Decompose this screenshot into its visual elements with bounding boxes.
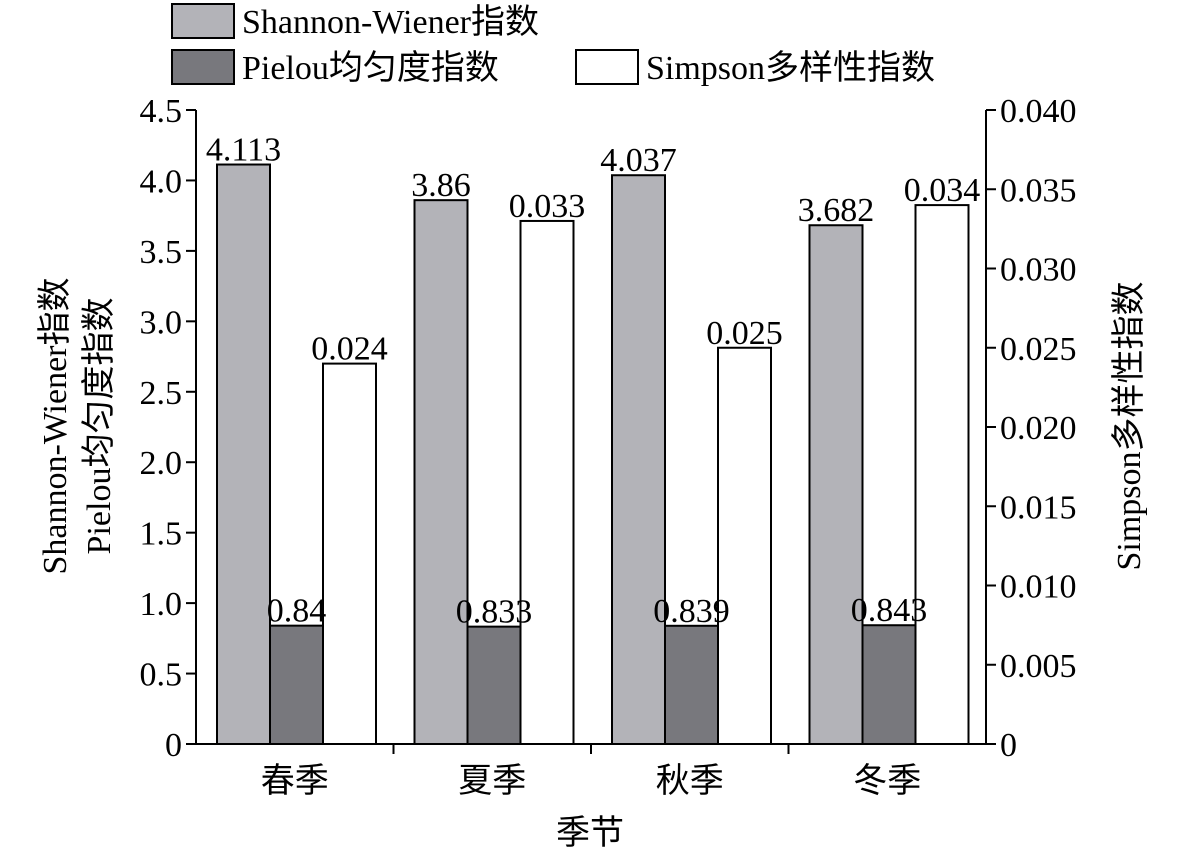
x-tick-label: 春季 bbox=[261, 762, 329, 800]
bar-pielou-1 bbox=[466, 625, 522, 745]
left-tick-label: 1.0 bbox=[140, 586, 183, 623]
bar-shannon-3 bbox=[808, 224, 864, 745]
data-label: 3.86 bbox=[411, 167, 471, 204]
bar-simpson-1 bbox=[519, 219, 575, 745]
left-y-axis-title-line-2: Pielou均匀度指数 bbox=[80, 298, 118, 555]
data-label: 0.024 bbox=[311, 331, 388, 368]
right-tick-label: 0.030 bbox=[1000, 252, 1077, 289]
left-tick-label: 1.5 bbox=[140, 516, 183, 553]
right-tick-label: 0 bbox=[1000, 727, 1017, 764]
legend-label: Simpson多样性指数 bbox=[646, 49, 935, 87]
bar-shannon-2 bbox=[611, 174, 666, 745]
data-label: 4.113 bbox=[206, 132, 281, 169]
x-axis-title: 季节 bbox=[556, 814, 624, 851]
data-labels-group: 4.113 0.84 0.024 3.86 0.833 0.033 4.037 0.839 0.… bbox=[206, 132, 980, 631]
left-tick-label: 2.0 bbox=[140, 445, 183, 482]
bar-simpson-3 bbox=[914, 204, 970, 746]
left-tick-label: 0 bbox=[165, 727, 182, 764]
data-label: 0.034 bbox=[904, 172, 981, 209]
left-tick-label: 4.5 bbox=[140, 93, 183, 130]
left-y-axis-title: Shannon-Wiener指数 Pielou均匀度指数 bbox=[36, 277, 118, 574]
legend-swatch bbox=[171, 49, 235, 85]
left-tick-label: 4.0 bbox=[140, 163, 183, 200]
legend-label: Pielou均匀度指数 bbox=[242, 49, 499, 87]
right-tick-label: 0.005 bbox=[1000, 648, 1077, 685]
legend-swatch bbox=[171, 3, 235, 39]
x-tick-label: 冬季 bbox=[853, 762, 921, 800]
left-tick-label: 3.5 bbox=[140, 234, 183, 271]
right-tick-label: 0.010 bbox=[1000, 569, 1077, 606]
bars-group bbox=[216, 163, 970, 746]
left-y-axis-title-line-1: Shannon-Wiener指数 bbox=[36, 277, 74, 574]
data-label: 0.033 bbox=[509, 188, 586, 225]
legend-swatch bbox=[575, 49, 639, 85]
axes-group: 0 0.5 1.0 1.5 2.0 2.5 3.0 3.5 4.0 4.5 0 0.005 0.010 0… bbox=[140, 93, 1077, 800]
data-label: 0.84 bbox=[267, 593, 327, 630]
data-label: 0.833 bbox=[456, 594, 533, 631]
left-tick-label: 2.5 bbox=[140, 375, 183, 412]
bar-pielou-0 bbox=[269, 624, 324, 745]
legend-label: Shannon-Wiener指数 bbox=[242, 3, 539, 41]
bar-pielou-2 bbox=[664, 624, 719, 746]
bar-shannon-0 bbox=[216, 163, 271, 746]
right-tick-label: 0.025 bbox=[1000, 331, 1077, 368]
left-tick-label: 0.5 bbox=[140, 657, 183, 694]
bar-pielou-3 bbox=[861, 624, 917, 745]
x-tick-label: 夏季 bbox=[458, 762, 526, 800]
data-label: 0.843 bbox=[851, 592, 928, 629]
bar-simpson-2 bbox=[717, 346, 772, 745]
x-tick-label: 秋季 bbox=[656, 762, 724, 800]
bar-simpson-0 bbox=[322, 362, 377, 745]
data-label: 4.037 bbox=[600, 142, 677, 179]
right-tick-label: 0.040 bbox=[1000, 93, 1077, 130]
left-tick-label: 3.0 bbox=[140, 304, 183, 341]
right-tick-label: 0.035 bbox=[1000, 172, 1077, 209]
right-tick-label: 0.015 bbox=[1000, 489, 1077, 526]
data-label: 0.025 bbox=[706, 315, 783, 352]
data-label: 3.682 bbox=[798, 192, 875, 229]
legend: Shannon-Wiener指数 Pielou均匀度指数 Simpson多样性指数 bbox=[171, 3, 935, 87]
right-y-axis-title: Simpson多样性指数 bbox=[1110, 281, 1148, 570]
right-tick-label: 0.020 bbox=[1000, 410, 1077, 447]
data-label: 0.839 bbox=[653, 593, 730, 630]
bar-shannon-1 bbox=[413, 199, 469, 745]
